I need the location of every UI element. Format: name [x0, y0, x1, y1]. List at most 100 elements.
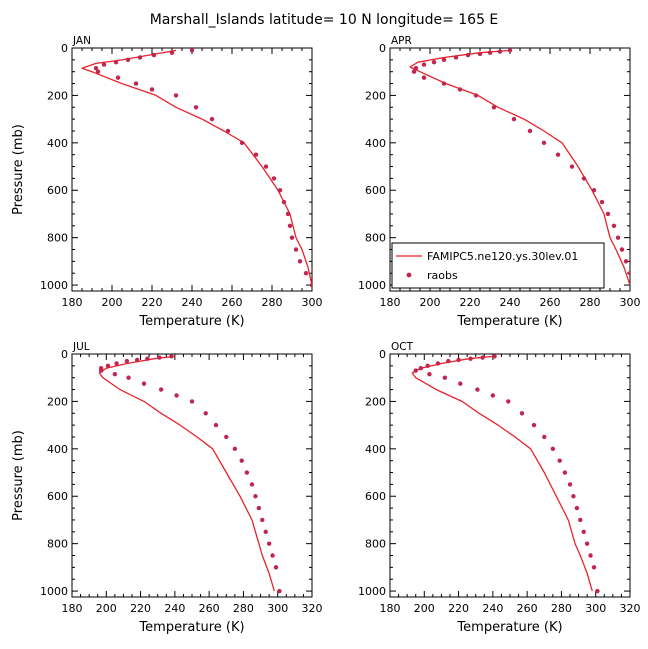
raobs-point — [303, 271, 309, 276]
panel-jan: JAN 180 200 220 240 260 280 300 0 200 400 600 800 100… — [11, 35, 323, 329]
x-tick-label: 260 — [517, 602, 538, 615]
raobs-point — [506, 399, 511, 404]
raobs-point — [490, 393, 496, 398]
panel-title: APR — [391, 35, 412, 47]
x-tick-label: 180 — [62, 602, 83, 615]
raobs-point — [113, 60, 119, 65]
x-axis-label: Temperature (K) — [138, 620, 244, 635]
raobs-point — [266, 541, 272, 546]
raobs-point — [273, 565, 279, 570]
raobs-point — [627, 271, 630, 276]
raobs-point — [263, 529, 268, 535]
raobs-point — [591, 188, 597, 193]
x-axis-label: Temperature (K) — [456, 620, 562, 635]
model-line — [98, 355, 275, 592]
raobs-point — [453, 55, 459, 60]
y-tick-label: 0 — [379, 42, 386, 55]
raobs-point — [581, 529, 586, 535]
raobs-point — [126, 375, 131, 380]
raobs-point — [456, 357, 461, 363]
raobs-point — [571, 494, 576, 499]
plot-frame — [71, 353, 313, 598]
raobs-point — [487, 50, 493, 55]
raobs-point — [588, 553, 593, 558]
x-tick-label: 320 — [620, 602, 641, 615]
y-tick-label: 0 — [61, 348, 68, 361]
raobs-point — [203, 411, 208, 416]
x-tick-label: 280 — [262, 296, 283, 309]
raobs-point — [465, 52, 471, 58]
raobs-point — [446, 358, 451, 364]
raobs-point — [158, 387, 164, 392]
raobs-point — [98, 368, 104, 373]
x-tick-label: 280 — [580, 296, 601, 309]
plot-area — [409, 48, 630, 286]
legend-box — [391, 242, 605, 289]
x-tick-label: 300 — [620, 296, 641, 309]
raobs-point — [115, 75, 121, 80]
x-tick-label: 200 — [102, 296, 123, 309]
raobs-point — [189, 399, 195, 404]
y-axis-label: Pressure (mb) — [11, 430, 26, 521]
x-tick-label: 200 — [420, 296, 441, 309]
x-tick-label: 240 — [164, 602, 185, 615]
raobs-point — [421, 62, 427, 67]
raobs-point — [149, 87, 155, 92]
x-tick-label: 220 — [448, 602, 469, 615]
raobs-point — [189, 48, 195, 53]
raobs-point — [134, 357, 140, 363]
y-tick-label: 200 — [365, 89, 386, 102]
x-tick-label: 240 — [500, 296, 521, 309]
x-axis-label: Temperature (K) — [456, 314, 562, 329]
raobs-point — [441, 57, 447, 63]
legend-marker-swatch — [406, 272, 412, 278]
raobs-point — [584, 541, 590, 546]
panel-title: JAN — [72, 35, 91, 47]
raobs-point — [244, 470, 250, 475]
raobs-point — [615, 235, 621, 240]
x-tick-label: 220 — [142, 296, 163, 309]
raobs-point — [169, 354, 174, 359]
raobs-point — [239, 458, 244, 463]
raobs-point — [213, 422, 219, 428]
plot-frame — [71, 47, 313, 292]
y-tick-label: 400 — [365, 443, 386, 456]
raobs-point — [260, 517, 265, 523]
raobs-point — [225, 128, 231, 134]
y-tick-label: 0 — [379, 348, 386, 361]
raobs-point — [289, 235, 295, 240]
raobs-point — [232, 446, 238, 452]
panel-title: JUL — [72, 341, 90, 353]
x-tick-label: 280 — [551, 602, 572, 615]
raobs-point — [287, 223, 293, 229]
raobs-point — [413, 65, 419, 71]
y-tick-label: 400 — [47, 443, 68, 456]
raobs-point — [619, 247, 625, 252]
raobs-point — [271, 176, 277, 181]
y-tick-label: 1000 — [358, 279, 386, 292]
raobs-point — [578, 517, 583, 523]
raobs-point — [555, 152, 561, 157]
raobs-point — [151, 52, 157, 58]
raobs-point — [591, 565, 597, 570]
y-tick-label: 400 — [47, 137, 68, 150]
raobs-point — [468, 356, 473, 361]
raobs-point — [475, 387, 480, 392]
plot-area — [98, 354, 282, 594]
x-tick-label: 260 — [199, 602, 220, 615]
x-axis-label: Temperature (K) — [138, 314, 244, 329]
legend: FAMIPC5.ne120.ys.30lev.01 raobs — [391, 242, 605, 289]
y-tick-label: 800 — [365, 232, 386, 245]
raobs-point — [114, 361, 119, 366]
raobs-point — [263, 164, 269, 169]
raobs-point — [507, 48, 513, 53]
raobs-point — [441, 81, 447, 86]
figure-title: Marshall_Islands latitude= 10 N longitud… — [150, 12, 499, 28]
raobs-point — [425, 363, 430, 369]
y-axis-label: Pressure (mb) — [11, 124, 26, 215]
raobs-point — [95, 69, 101, 74]
raobs-point — [574, 505, 580, 511]
raobs-point — [550, 446, 556, 452]
raobs-point — [124, 358, 130, 364]
